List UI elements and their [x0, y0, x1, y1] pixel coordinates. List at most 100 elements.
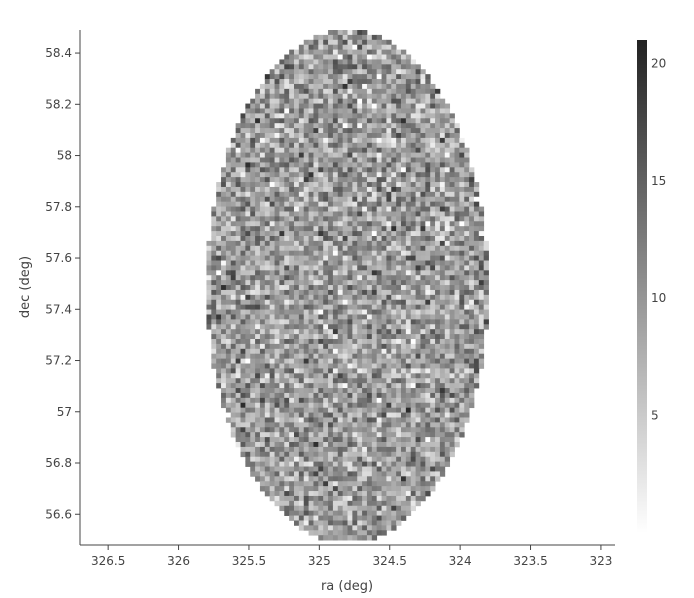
heatmap-cell[interactable] — [303, 324, 309, 330]
heatmap-cell[interactable] — [259, 221, 266, 227]
heatmap-cell[interactable] — [289, 191, 295, 198]
heatmap-cell[interactable] — [235, 186, 241, 193]
heatmap-cell[interactable] — [323, 299, 329, 306]
heatmap-cell[interactable] — [342, 152, 348, 158]
heatmap-cell[interactable] — [386, 240, 392, 247]
heatmap-cell[interactable] — [274, 270, 280, 276]
heatmap-cell[interactable] — [449, 221, 455, 227]
heatmap-cell[interactable] — [230, 157, 237, 163]
heatmap-cell[interactable] — [240, 437, 246, 443]
heatmap-cell[interactable] — [381, 265, 387, 271]
heatmap-cell[interactable] — [342, 69, 348, 75]
heatmap-cell[interactable] — [323, 471, 329, 477]
heatmap-cell[interactable] — [415, 113, 421, 119]
heatmap-cell[interactable] — [386, 373, 392, 379]
heatmap-cell[interactable] — [250, 402, 256, 409]
heatmap-cell[interactable] — [410, 343, 416, 350]
heatmap-cell[interactable] — [279, 64, 285, 70]
heatmap-cell[interactable] — [464, 182, 470, 188]
heatmap-cell[interactable] — [381, 486, 387, 492]
heatmap-cell[interactable] — [332, 407, 339, 413]
heatmap-cell[interactable] — [454, 152, 460, 158]
heatmap-cell[interactable] — [362, 123, 368, 129]
heatmap-cell[interactable] — [255, 451, 261, 458]
heatmap-cell[interactable] — [454, 265, 460, 271]
heatmap-cell[interactable] — [308, 525, 314, 531]
heatmap-cell[interactable] — [347, 334, 353, 340]
heatmap-cell[interactable] — [259, 147, 266, 154]
heatmap-cell[interactable] — [362, 260, 368, 266]
heatmap-cell[interactable] — [410, 211, 416, 217]
heatmap-cell[interactable] — [381, 167, 387, 173]
heatmap-cell[interactable] — [245, 265, 251, 271]
heatmap-cell[interactable] — [332, 162, 339, 168]
heatmap-cell[interactable] — [435, 437, 441, 443]
heatmap-cell[interactable] — [454, 324, 460, 330]
heatmap-cell[interactable] — [366, 245, 373, 252]
heatmap-cell[interactable] — [230, 285, 237, 291]
heatmap-cell[interactable] — [425, 88, 431, 95]
heatmap-cell[interactable] — [405, 368, 412, 374]
heatmap-cell[interactable] — [430, 177, 436, 183]
heatmap-cell[interactable] — [352, 437, 358, 443]
heatmap-cell[interactable] — [454, 221, 460, 227]
heatmap-cell[interactable] — [430, 157, 436, 163]
heatmap-cell[interactable] — [381, 471, 387, 477]
heatmap-cell[interactable] — [342, 309, 348, 315]
heatmap-cell[interactable] — [396, 392, 402, 399]
heatmap-cell[interactable] — [366, 39, 373, 46]
heatmap-cell[interactable] — [410, 108, 416, 114]
heatmap-cell[interactable] — [255, 314, 261, 320]
heatmap-cell[interactable] — [362, 162, 368, 168]
heatmap-cell[interactable] — [483, 280, 489, 286]
heatmap-cell[interactable] — [391, 108, 397, 114]
heatmap-cell[interactable] — [264, 368, 271, 374]
heatmap-cell[interactable] — [444, 260, 451, 266]
heatmap-cell[interactable] — [308, 240, 314, 247]
heatmap-cell[interactable] — [469, 343, 475, 350]
heatmap-cell[interactable] — [459, 260, 465, 266]
heatmap-cell[interactable] — [454, 432, 460, 438]
heatmap-cell[interactable] — [459, 348, 465, 355]
heatmap-cell[interactable] — [396, 255, 402, 261]
heatmap-cell[interactable] — [449, 128, 455, 134]
heatmap-cell[interactable] — [332, 280, 339, 286]
heatmap-cell[interactable] — [435, 265, 441, 271]
heatmap-cell[interactable] — [352, 108, 358, 114]
heatmap-cell[interactable] — [303, 133, 309, 139]
heatmap-cell[interactable] — [289, 324, 295, 330]
heatmap-cell[interactable] — [240, 299, 246, 306]
heatmap-cell[interactable] — [274, 334, 280, 340]
heatmap-cell[interactable] — [332, 206, 339, 212]
heatmap-cell[interactable] — [362, 314, 368, 320]
heatmap-cell[interactable] — [371, 422, 378, 428]
heatmap-cell[interactable] — [415, 240, 421, 247]
heatmap-cell[interactable] — [459, 191, 465, 198]
heatmap-cell[interactable] — [216, 206, 222, 212]
heatmap-cell[interactable] — [430, 329, 436, 335]
heatmap-cell[interactable] — [284, 275, 290, 281]
heatmap-cell[interactable] — [396, 319, 402, 325]
heatmap-cell[interactable] — [386, 162, 392, 168]
heatmap-cell[interactable] — [225, 231, 232, 237]
heatmap-cell[interactable] — [371, 510, 378, 516]
heatmap-cell[interactable] — [274, 177, 280, 183]
heatmap-cell[interactable] — [294, 162, 300, 168]
heatmap-cell[interactable] — [430, 334, 436, 340]
heatmap-cell[interactable] — [401, 270, 407, 276]
heatmap-cell[interactable] — [435, 245, 441, 252]
heatmap-cell[interactable] — [240, 196, 246, 203]
heatmap-cell[interactable] — [279, 446, 285, 453]
heatmap-cell[interactable] — [420, 221, 426, 227]
heatmap-cell[interactable] — [425, 402, 431, 409]
heatmap-cell[interactable] — [391, 451, 397, 458]
heatmap-cell[interactable] — [459, 245, 465, 252]
heatmap-cell[interactable] — [235, 226, 241, 232]
heatmap-cell[interactable] — [294, 407, 300, 413]
heatmap-cell[interactable] — [449, 412, 455, 418]
heatmap-cell[interactable] — [225, 280, 232, 286]
heatmap-cell[interactable] — [347, 535, 353, 541]
heatmap-cell[interactable] — [332, 69, 339, 75]
heatmap-cell[interactable] — [264, 353, 271, 360]
heatmap-cell[interactable] — [425, 294, 431, 301]
